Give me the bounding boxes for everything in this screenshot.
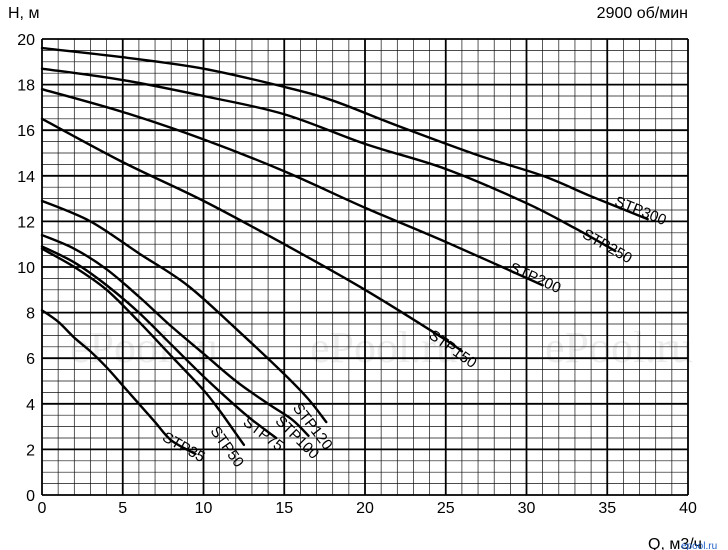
series-line-stp120 [40,199,328,424]
y-tick-label: 6 [26,351,35,368]
y-tick-label: 14 [17,169,35,186]
y-tick-label: 16 [17,123,35,140]
y-tick-label: 4 [26,397,35,414]
x-axis-label: Q, м3/ч [648,536,702,550]
watermark-right: ePool.ru [545,323,693,372]
series-line-stp150 [40,117,464,353]
y-tick-label: 2 [26,442,35,459]
plot-grid [41,38,689,496]
series-line-stp50 [40,247,246,447]
x-tick-label: 20 [356,500,374,517]
x-tick-label: 15 [275,500,293,517]
series-line-stp35 [40,309,197,456]
y-tick-label: 8 [26,306,35,323]
x-tick-label: 30 [518,500,536,517]
x-tick-label: 5 [118,500,127,517]
series-line-stp250 [40,67,617,253]
x-tick-label: 10 [195,500,213,517]
x-tick-label: 35 [598,500,616,517]
small-logo: epool.ru [681,541,717,550]
watermark-left: ePool.ru [70,323,218,372]
axis-tick-labels: 0 5 10 15 20 25 30 35 40 0 2 4 6 8 10 12 14 16 18 20 [17,32,697,517]
series-line-stp200 [40,87,544,287]
y-tick-label: 10 [17,260,35,277]
x-tick-label: 25 [437,500,455,517]
y-tick-label: 0 [26,488,35,505]
y-tick-label: 18 [17,78,35,95]
y-tick-label: 12 [17,214,35,231]
speed-label: 2900 об/мин [597,5,688,22]
y-tick-label: 20 [17,32,35,49]
series-line-stp100 [40,233,310,437]
series-line-stp75 [40,245,278,440]
x-tick-label: 0 [38,500,47,517]
x-tick-label: 40 [679,500,697,517]
series-line-stp300 [40,46,649,221]
y-axis-label: H, м [8,5,39,22]
